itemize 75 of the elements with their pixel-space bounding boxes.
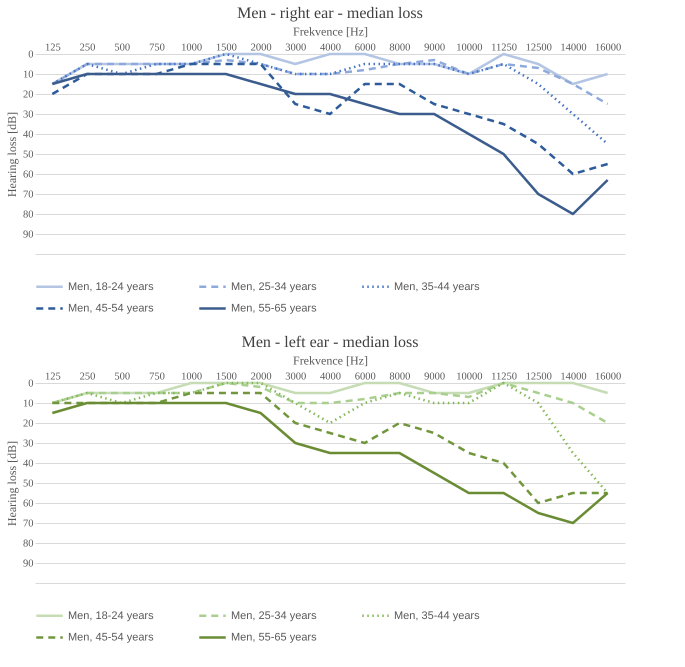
y-tick-label: 10 (23, 70, 34, 80)
x-tick-label: 1000 (181, 42, 202, 54)
legend-label: Men, 18-24 years (68, 610, 154, 622)
legend-label: Men, 18-24 years (68, 280, 154, 293)
y-tick-label: 50 (23, 150, 34, 160)
y-tick-label: 30 (23, 438, 34, 450)
x-tick-label: 250 (80, 42, 96, 54)
x-tick-label: 6000 (354, 42, 376, 54)
x-tick-label: 3000 (285, 372, 306, 382)
x-tick-label: 500 (114, 42, 130, 54)
x-tick-label: 16000 (595, 372, 622, 382)
y-axis-title: Hearing loss [dB] (5, 440, 19, 526)
y-tick-label: 60 (23, 498, 34, 510)
y-tick-label: 40 (23, 458, 34, 470)
chart-title: Men - right ear - median loss (237, 5, 423, 22)
x-axis-title: Frekvence [Hz] (293, 354, 368, 368)
x-tick-label: 125 (44, 372, 61, 382)
y-tick-label: 80 (23, 210, 34, 220)
x-tick-label: 1500 (216, 42, 237, 54)
x-tick-label: 14000 (560, 42, 587, 54)
x-tick-label: 500 (114, 372, 130, 382)
y-tick-label: 50 (23, 478, 34, 490)
x-tick-label: 11250 (491, 372, 517, 382)
legend-label: Men, 45-54 years (68, 632, 154, 644)
legend-label: Men, 25-34 years (231, 610, 318, 622)
x-tick-label: 11250 (491, 42, 517, 54)
legend-label: Men, 25-34 years (231, 280, 318, 293)
x-tick-label: 8000 (389, 372, 410, 382)
x-tick-label: 6000 (354, 372, 376, 382)
legend-label: Men, 35-44 years (394, 610, 480, 622)
y-tick-label: 90 (23, 558, 34, 570)
x-tick-label: 12500 (526, 372, 552, 382)
x-tick-label: 250 (80, 372, 96, 382)
x-tick-label: 10000 (456, 372, 482, 382)
x-tick-label: 16000 (595, 42, 622, 54)
legend-label: Men, 45-54 years (68, 302, 154, 314)
x-tick-label: 10000 (456, 42, 482, 54)
legend-label: Men, 35-44 years (394, 280, 480, 293)
line-series (51, 382, 609, 424)
line-series (51, 52, 609, 146)
y-tick-label: 0 (28, 378, 34, 390)
line-series (51, 72, 609, 216)
x-tick-label: 9000 (424, 42, 446, 54)
x-tick-label: 2000 (250, 372, 272, 382)
x-tick-label: 750 (149, 42, 165, 54)
x-tick-label: 2000 (250, 42, 272, 54)
y-tick-label: 30 (23, 110, 34, 120)
y-axis-title: Hearing loss [dB] (5, 112, 19, 198)
line-series (51, 58, 609, 106)
y-tick-label: 60 (23, 170, 34, 180)
x-tick-label: 14000 (560, 372, 587, 382)
y-tick-label: 20 (23, 90, 34, 100)
legend-label: Men, 55-65 years (231, 302, 318, 314)
y-tick-label: 40 (23, 130, 34, 140)
y-tick-label: 20 (23, 418, 34, 430)
x-tick-label: 8000 (389, 42, 410, 54)
x-tick-label: 125 (44, 42, 61, 54)
y-tick-label: 70 (23, 190, 34, 200)
y-tick-label: 10 (23, 398, 34, 410)
x-tick-label: 4000 (320, 42, 341, 54)
y-tick-label: 90 (23, 230, 34, 240)
chart-title: Men - left ear - median loss (242, 334, 418, 351)
y-tick-label: 0 (28, 50, 34, 60)
x-tick-label: 4000 (320, 372, 341, 382)
x-tick-label: 750 (149, 372, 165, 382)
x-tick-label: 1000 (181, 372, 202, 382)
x-tick-label: 9000 (424, 372, 446, 382)
x-tick-label: 3000 (285, 42, 306, 54)
y-tick-label: 80 (23, 538, 34, 550)
x-tick-label: 12500 (526, 42, 552, 54)
x-tick-label: 1500 (216, 372, 237, 382)
legend-label: Men, 55-65 years (231, 632, 318, 644)
x-axis-title: Frekvence [Hz] (293, 24, 368, 38)
y-tick-label: 70 (23, 518, 34, 530)
line-series (51, 62, 609, 176)
